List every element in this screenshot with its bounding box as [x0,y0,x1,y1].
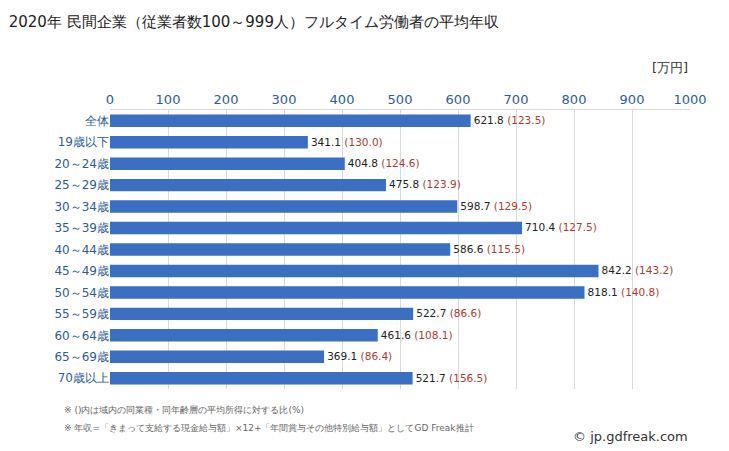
svg-text:461.6 (108.1): 461.6 (108.1) [381,329,453,341]
svg-text:55～59歳: 55～59歳 [54,307,109,321]
svg-text:818.1 (140.8): 818.1 (140.8) [588,286,660,298]
svg-text:200: 200 [214,92,239,107]
svg-text:2020年 民間企業（従業者数100～999人）フルタイム労: 2020年 民間企業（従業者数100～999人）フルタイム労働者の平均年収 [9,13,499,31]
svg-text:710.4 (127.5): 710.4 (127.5) [525,221,597,233]
svg-text:600: 600 [446,92,471,107]
svg-text:35～39歳: 35～39歳 [54,221,109,235]
svg-text:※ ()内は域内の同業種・同年齢層の平均所得に対する比(%): ※ ()内は域内の同業種・同年齢層の平均所得に対する比(%) [64,405,304,415]
svg-text:30～34歳: 30～34歳 [54,200,109,214]
svg-text:475.8 (123.9): 475.8 (123.9) [389,178,461,190]
svg-text:400: 400 [330,92,355,107]
svg-text:842.2 (143.2): 842.2 (143.2) [602,264,674,276]
svg-text:900: 900 [620,92,645,107]
svg-text:60～64歳: 60～64歳 [54,329,109,343]
svg-text:100: 100 [156,92,181,107]
svg-text:[万円]: [万円] [652,60,688,75]
svg-text:© jp.gdfreak.com: © jp.gdfreak.com [573,429,688,444]
svg-text:586.6 (115.5): 586.6 (115.5) [453,243,525,255]
svg-text:500: 500 [388,92,413,107]
svg-text:521.7 (156.5): 521.7 (156.5) [416,372,488,384]
svg-text:700: 700 [504,92,529,107]
svg-text:※ 年収=「きまって支給する現金給与額」×12+「年間賞与そ: ※ 年収=「きまって支給する現金給与額」×12+「年間賞与その他特別給与額」とし… [64,423,474,433]
svg-text:65～69歳: 65～69歳 [54,350,109,364]
svg-text:1000: 1000 [673,92,706,107]
svg-text:404.8 (124.6): 404.8 (124.6) [348,157,420,169]
svg-text:341.1 (130.0): 341.1 (130.0) [311,136,383,148]
svg-text:369.1 (86.4): 369.1 (86.4) [327,350,392,362]
svg-text:621.8 (123.5): 621.8 (123.5) [474,114,546,126]
svg-text:0: 0 [106,92,114,107]
svg-text:全体: 全体 [85,114,109,128]
svg-text:45～49歳: 45～49歳 [54,264,109,278]
svg-text:598.7 (129.5): 598.7 (129.5) [460,200,532,212]
svg-text:40～44歳: 40～44歳 [54,243,109,257]
svg-text:19歳以下: 19歳以下 [58,135,109,149]
svg-text:25～29歳: 25～29歳 [54,178,109,192]
svg-text:20～24歳: 20～24歳 [54,157,109,171]
svg-text:300: 300 [272,92,297,107]
svg-text:522.7 (86.6): 522.7 (86.6) [416,307,481,319]
svg-text:50～54歳: 50～54歳 [54,286,109,300]
svg-text:800: 800 [562,92,587,107]
svg-text:70歳以上: 70歳以上 [58,371,109,385]
